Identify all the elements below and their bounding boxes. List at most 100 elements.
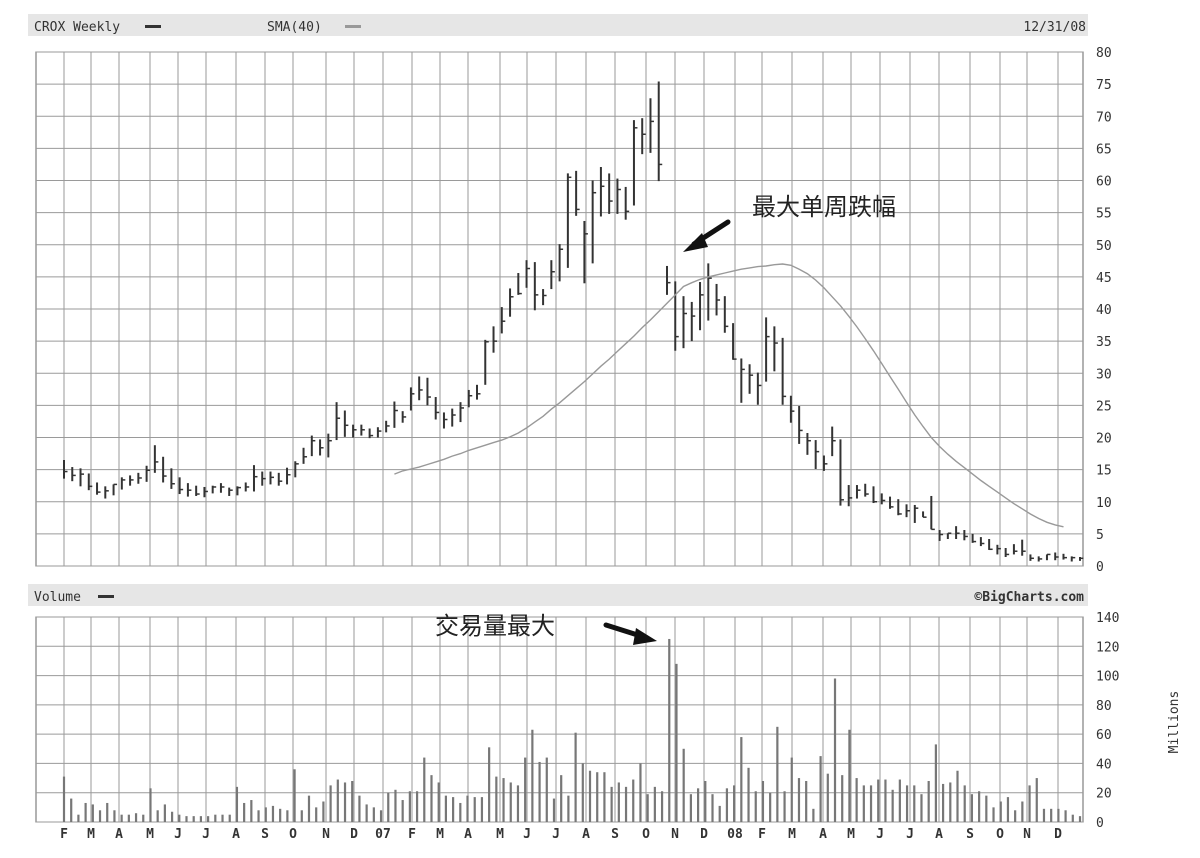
price-bar [913,504,919,523]
volume-bar [286,810,289,822]
x-month-label: 08 [727,827,743,842]
price-bar [723,296,729,333]
volume-plot-area [35,616,1084,823]
volume-bar [365,804,368,822]
price-bar [145,465,151,482]
price-bar [63,459,68,479]
price-bar [971,533,977,543]
price-bar [674,281,679,351]
x-month-label: M [496,827,504,842]
volume-bar [257,810,260,822]
price-bar [814,440,820,469]
volume-y-axis: 0 20 40 60 80 100 120 140 [1096,611,1119,831]
volume-bar [877,779,880,822]
volume-y-tick-label: 140 [1096,611,1119,626]
price-bar [294,461,299,478]
volume-bar [848,729,851,822]
price-bar [195,485,200,496]
price-bar [839,439,844,506]
volume-bar [581,763,584,822]
price-bar [566,173,572,268]
price-bar [525,260,531,288]
x-month-label: A [232,827,240,842]
volume-bar [934,744,937,822]
volume-bar [1006,797,1010,822]
price-bars [63,81,1084,562]
price-bar [368,428,374,439]
x-month-label: 07 [375,827,391,842]
volume-bar [185,816,188,822]
volume-bar [797,778,801,822]
volume-bar [1014,810,1017,822]
x-month-label: A [115,827,123,842]
price-bar [203,486,208,498]
volume-bar [1042,808,1046,822]
volume-bar [221,814,224,822]
x-month-label: N [322,827,330,842]
price-y-tick-label: 65 [1096,142,1112,157]
price-bar [707,263,712,321]
volume-y-tick-label: 120 [1096,640,1119,655]
volume-bar [567,795,570,822]
price-y-tick-label: 50 [1096,239,1112,254]
price-y-tick-label: 35 [1096,335,1112,350]
price-bar [327,433,332,458]
price-bar [682,296,688,349]
price-bar [426,377,431,406]
volume-bar [588,770,592,822]
price-bar [773,326,778,372]
price-bar [170,468,175,489]
price-bar [789,395,795,423]
x-month-label: F [408,827,416,842]
price-y-tick-label: 25 [1096,399,1112,414]
price-chart-title: CROX Weekly [34,20,120,35]
volume-bar [1035,778,1038,822]
price-bar [715,283,721,316]
x-month-label: A [819,827,827,842]
volume-bar [949,782,952,822]
volume-bar [62,776,66,822]
chart-date: 12/31/08 [1023,20,1086,35]
price-bar [310,435,316,457]
volume-bar [783,791,786,822]
price-bar [897,499,902,516]
volume-bar [826,773,829,822]
volume-bar [653,786,656,822]
volume-bar [898,779,901,822]
volume-header-band [28,584,1088,606]
volume-bar [552,798,556,822]
x-month-label: J [202,827,210,842]
price-bar [1004,548,1010,558]
price-y-tick-label: 10 [1096,496,1112,511]
price-y-tick-label: 75 [1096,78,1112,93]
price-bar [665,265,671,295]
x-month-label: M [87,827,95,842]
price-bar [385,420,390,433]
price-bar [96,482,101,495]
price-bar [1054,552,1059,561]
price-bar [129,475,134,486]
price-bar [732,323,737,360]
price-bar [112,483,118,496]
sma-40-line [394,263,1064,528]
volume-y-tick-label: 40 [1096,757,1112,772]
volume-bar [1028,785,1031,822]
volume-bar [761,781,765,822]
volume-bar [833,678,837,822]
price-bar [467,389,473,408]
price-bar [104,486,109,499]
x-month-label: J [876,827,884,842]
volume-bar [970,794,974,822]
volume-bar [869,785,873,822]
price-bar [352,424,357,438]
price-bar [765,317,770,382]
volume-bar [77,814,80,822]
price-y-tick-label: 45 [1096,271,1112,286]
price-bar [343,410,349,437]
price-bar [855,485,861,499]
volume-bar [668,638,671,822]
volume-bar [905,785,909,822]
volume-bar [322,801,325,822]
volume-bar [106,802,109,822]
price-bar [261,471,266,486]
